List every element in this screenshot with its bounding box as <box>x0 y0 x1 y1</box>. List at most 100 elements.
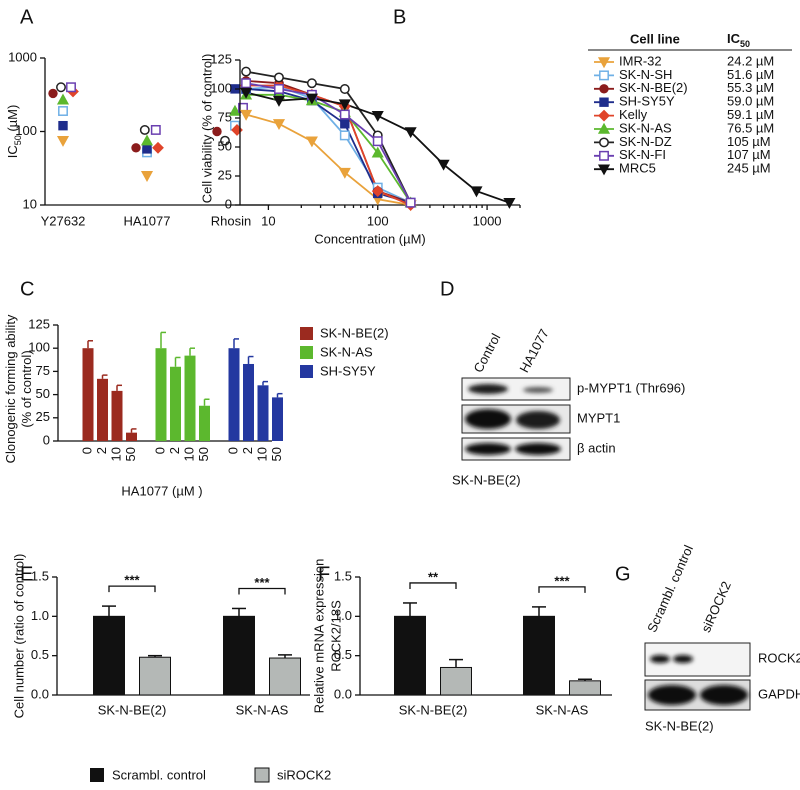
legend-value: 59.1 µM <box>727 107 774 122</box>
bar <box>97 378 108 441</box>
data-point <box>339 84 350 94</box>
data-point <box>599 150 609 161</box>
bar <box>155 348 167 441</box>
y-axis-label: Cell viability (% of control) <box>199 54 214 204</box>
data-point <box>338 167 351 179</box>
y-tick-label: 100 <box>15 123 37 138</box>
legend-value: 55.3 µM <box>727 80 774 95</box>
blot-d: Control HA1077 p-MYPT1 (Thr696) MYPT1 β … <box>452 326 685 487</box>
y-tick-label: 125 <box>210 51 232 66</box>
y-axis-label: ROCK2/18S <box>328 600 343 672</box>
x-tick-label: 2 <box>167 447 182 454</box>
series-line <box>246 85 412 204</box>
blot-row <box>644 642 751 677</box>
panel-letter: A <box>20 6 34 28</box>
legend-value: 105 µM <box>727 134 771 149</box>
significance-label: *** <box>554 573 570 588</box>
series-line <box>245 82 412 204</box>
data-point <box>339 130 350 141</box>
bar <box>257 385 269 441</box>
blot-g: Scrambl. control siROCK2 ROCK2 GAPDH SK-… <box>644 543 800 734</box>
data-point <box>405 197 416 208</box>
legend-value: 107 µM <box>727 147 771 162</box>
data-point <box>274 84 284 94</box>
data-point <box>240 109 253 121</box>
blot-band <box>523 387 553 393</box>
y-tick-label: 1.0 <box>31 608 49 623</box>
data-point <box>306 78 317 89</box>
x-tick-label: 10 <box>261 213 275 228</box>
y-tick-label: 0.0 <box>31 686 49 701</box>
data-point <box>150 124 161 135</box>
x-tick-label: 10 <box>254 447 269 461</box>
blot-band <box>465 443 511 455</box>
data-point <box>404 127 417 139</box>
bar <box>223 615 255 696</box>
bar <box>269 657 301 696</box>
bar <box>126 432 137 441</box>
data-point <box>152 141 164 154</box>
legend-value: 245 µM <box>727 161 771 176</box>
legend-label: SH-SY5Y <box>619 94 675 109</box>
blot-band <box>648 685 696 705</box>
data-point <box>66 82 76 93</box>
blot-row-label: ROCK2 <box>758 650 800 665</box>
legend-label: SK-N-SH <box>619 67 672 82</box>
legend-label: MRC5 <box>619 161 656 176</box>
x-tick-label: SK-N-BE(2) <box>399 702 468 717</box>
data-point <box>274 72 284 83</box>
blot-row-label: p-MYPT1 (Thr696) <box>577 380 685 395</box>
y-axis-label: Cell number (ratio of control) <box>11 554 26 719</box>
legend-label: siROCK2 <box>277 767 331 782</box>
x-tick-label: SK-N-AS <box>536 702 589 717</box>
y-tick-label: 50 <box>36 386 50 401</box>
data-point <box>140 171 154 182</box>
data-point <box>131 143 141 153</box>
data-point <box>597 164 611 176</box>
legend-swatch <box>90 768 104 782</box>
data-point <box>139 124 150 135</box>
y-tick-label: 25 <box>36 409 50 424</box>
data-point <box>371 146 384 158</box>
x-tick-label: 2 <box>94 447 109 454</box>
y-tick-label: 0.5 <box>31 647 49 662</box>
panel-letter: C <box>20 278 34 300</box>
x-tick-label: Y27632 <box>41 213 86 228</box>
legend-label: SK-N-BE(2) <box>619 80 688 95</box>
series-line <box>246 93 412 204</box>
y-tick-label: 75 <box>36 363 50 378</box>
blot-column-label: Control <box>470 331 503 375</box>
blot-band <box>465 409 511 429</box>
panel-letter: E <box>20 563 33 585</box>
y-tick-label: 100 <box>28 340 50 355</box>
legend-label: SK-N-AS <box>619 120 672 135</box>
x-tick-label: 0 <box>152 447 167 454</box>
significance-label: *** <box>124 573 140 588</box>
blot-band <box>700 685 748 705</box>
legend-label: IMR-32 <box>619 53 662 68</box>
legend-header-part: IC <box>727 31 741 46</box>
bar <box>228 348 240 441</box>
x-tick-label: 50 <box>269 447 284 461</box>
panel-letter: G <box>615 563 631 585</box>
data-point <box>140 134 154 146</box>
y-tick-label: 1.0 <box>334 608 352 623</box>
bar <box>93 615 125 696</box>
legend-label: SK-N-BE(2) <box>320 325 389 340</box>
data-point <box>599 70 609 81</box>
x-tick-label: 1000 <box>473 213 502 228</box>
series-line <box>246 84 412 206</box>
bar <box>272 397 283 441</box>
blot-caption: SK-N-BE(2) <box>452 472 521 487</box>
data-point <box>599 97 609 107</box>
bar <box>139 656 171 696</box>
blot-column-label: siROCK2 <box>698 579 734 635</box>
y-axis-label-line: Clonogenic forming ability <box>3 314 18 463</box>
legend-swatch <box>254 767 270 783</box>
blot-row-label: MYPT1 <box>577 410 620 425</box>
bar <box>199 405 210 441</box>
panel-letter: D <box>440 278 454 300</box>
x-tick-label: SK-N-AS <box>236 702 289 717</box>
bar <box>184 355 196 441</box>
